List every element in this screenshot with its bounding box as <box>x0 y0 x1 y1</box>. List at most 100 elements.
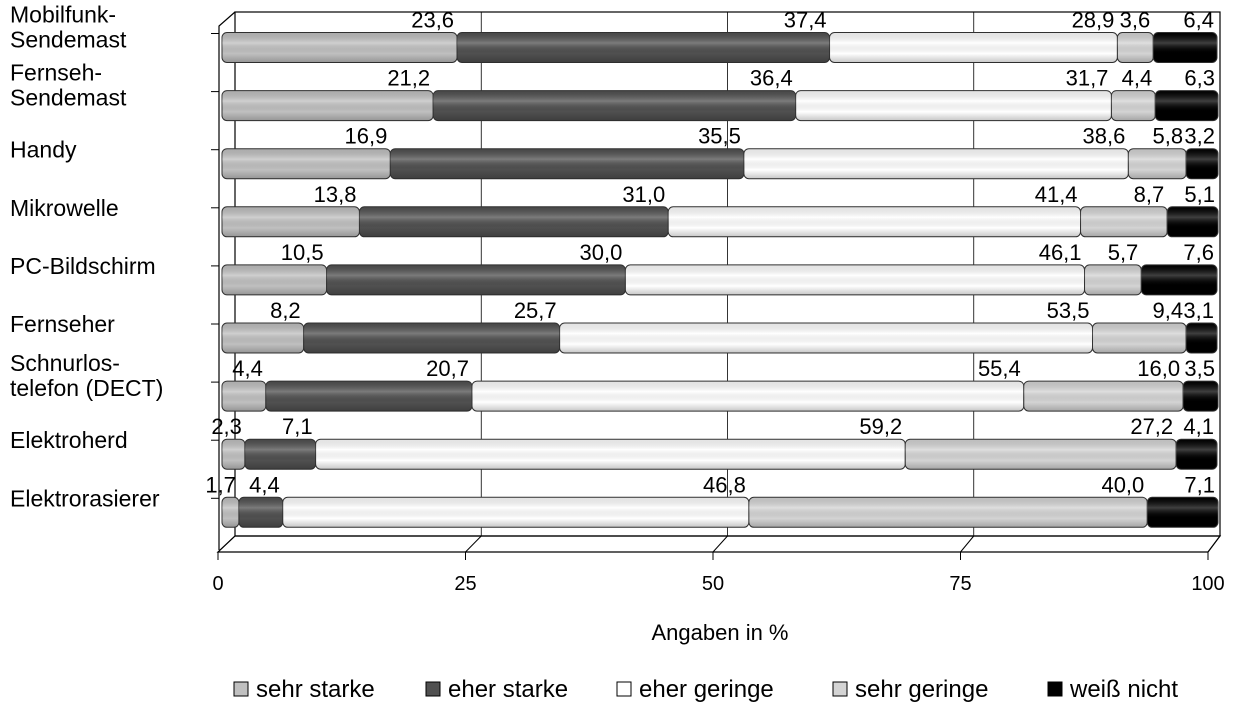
data-label: 9,4 <box>1153 298 1184 323</box>
data-label: 38,6 <box>1083 124 1126 149</box>
data-label: 46,1 <box>1039 240 1082 265</box>
bar-segment-shade <box>668 206 1081 237</box>
category-label: telefon (DECT) <box>10 375 163 401</box>
legend-label: weiß nicht <box>1069 676 1178 703</box>
bar-row <box>221 206 1219 238</box>
bar-segment-shade <box>238 497 283 528</box>
data-label: 7,1 <box>1184 472 1215 497</box>
tick-label: 0 <box>212 573 223 595</box>
bar-segment-shade <box>1167 206 1218 237</box>
legend-item: weiß nicht <box>1047 676 1178 703</box>
bar-row <box>221 264 1218 296</box>
bar-segment-shade <box>905 439 1177 470</box>
bar-row <box>221 438 1218 470</box>
bar-segment-shade <box>1080 206 1168 237</box>
bar-segment-shade <box>222 497 239 528</box>
bar-row <box>221 32 1218 63</box>
data-label: 10,5 <box>281 240 324 265</box>
bar-segment-shade <box>1186 148 1218 179</box>
bar-segment-shade <box>222 439 245 470</box>
category-label: Sendemast <box>10 27 127 53</box>
bar-segment-shade <box>265 381 472 412</box>
legend-swatch <box>616 681 632 697</box>
tick-label: 75 <box>949 573 971 595</box>
bar-segment-shade <box>1186 323 1218 353</box>
category-label: Sendemast <box>10 85 127 111</box>
data-label: 3,5 <box>1184 356 1215 381</box>
x-axis-title: Angaben in % <box>652 620 789 645</box>
bar-row <box>221 496 1219 528</box>
data-label: 1,7 <box>205 472 236 497</box>
bar-segment-shade <box>222 90 434 121</box>
data-label: 16,9 <box>344 124 387 149</box>
legend-swatch <box>233 681 249 697</box>
data-label: 27,2 <box>1130 414 1173 439</box>
data-label: 25,7 <box>514 298 557 323</box>
data-label: 31,7 <box>1066 66 1109 91</box>
bar-segment-shade <box>1153 32 1218 63</box>
bar-segment-shade <box>222 148 391 179</box>
data-label: 3,1 <box>1183 298 1214 323</box>
data-label: 5,1 <box>1184 182 1215 207</box>
bar-segment-shade <box>390 148 744 179</box>
legend-swatch <box>832 681 848 697</box>
bar-row <box>221 380 1219 412</box>
tick-label: 100 <box>1191 573 1224 595</box>
bar-segment-shade <box>457 32 830 63</box>
data-label: 20,7 <box>426 356 469 381</box>
bar-segment-shade <box>359 206 669 237</box>
legend-item: sehr geringe <box>832 676 988 703</box>
bar-segment-shade <box>222 381 266 412</box>
tick-label: 25 <box>454 573 476 595</box>
data-label: 6,4 <box>1183 8 1214 33</box>
bar-segment-shade <box>303 323 560 353</box>
data-label: 6,3 <box>1184 66 1215 91</box>
bar-segment-shade <box>743 148 1129 179</box>
legend-swatch <box>1047 681 1063 697</box>
bar-segment-shade <box>1147 497 1218 528</box>
bar-segment-shade <box>1084 264 1142 295</box>
data-label: 41,4 <box>1035 182 1078 207</box>
bar-segment-shade <box>829 32 1118 63</box>
category-label: PC-Bildschirm <box>10 253 156 279</box>
data-label: 4,4 <box>232 356 263 381</box>
floor-gridline <box>1207 535 1221 553</box>
legend-item: eher starke <box>425 676 568 703</box>
data-label: 21,2 <box>387 66 430 91</box>
data-label: 23,6 <box>411 8 454 33</box>
category-label: Mobilfunk- <box>10 2 116 28</box>
category-label: Elektroherd <box>10 427 128 453</box>
category-label: Fernseher <box>10 311 115 337</box>
legend-item: sehr starke <box>233 676 375 703</box>
floor-gridline <box>465 535 482 553</box>
data-label: 5,8 <box>1153 124 1184 149</box>
data-label: 2,3 <box>211 414 242 439</box>
bar-row <box>221 322 1218 354</box>
floor-gridline <box>712 535 728 553</box>
data-label: 16,0 <box>1137 356 1180 381</box>
legend-label: sehr geringe <box>855 676 988 703</box>
data-label: 3,2 <box>1184 124 1215 149</box>
category-label: Elektrorasierer <box>10 485 160 511</box>
data-label: 4,1 <box>1183 414 1214 439</box>
bar-segment-shade <box>748 497 1148 528</box>
bar-segment-shade <box>795 90 1112 121</box>
bar-segment-shade <box>222 32 458 63</box>
data-label: 59,2 <box>859 414 902 439</box>
data-label: 36,4 <box>750 66 793 91</box>
data-label: 37,4 <box>784 8 827 33</box>
bar-segment-shade <box>433 90 796 121</box>
data-label: 55,4 <box>978 356 1021 381</box>
bar-segment-shade <box>1155 90 1218 121</box>
bar-segment-shade <box>315 439 906 470</box>
data-label: 5,7 <box>1108 240 1139 265</box>
bar-segment-shade <box>1141 264 1218 295</box>
bar-segment-shade <box>222 323 304 353</box>
legend: sehr starke eher starke eher geringe sehr g… <box>233 676 1178 703</box>
bar-segment-shade <box>1128 148 1187 179</box>
data-label: 28,9 <box>1072 8 1115 33</box>
bar-segment-shade <box>326 264 626 295</box>
bar-segment-shade <box>1117 32 1154 63</box>
x-axis-ticks: 0 25 50 75 100 <box>212 552 1225 595</box>
